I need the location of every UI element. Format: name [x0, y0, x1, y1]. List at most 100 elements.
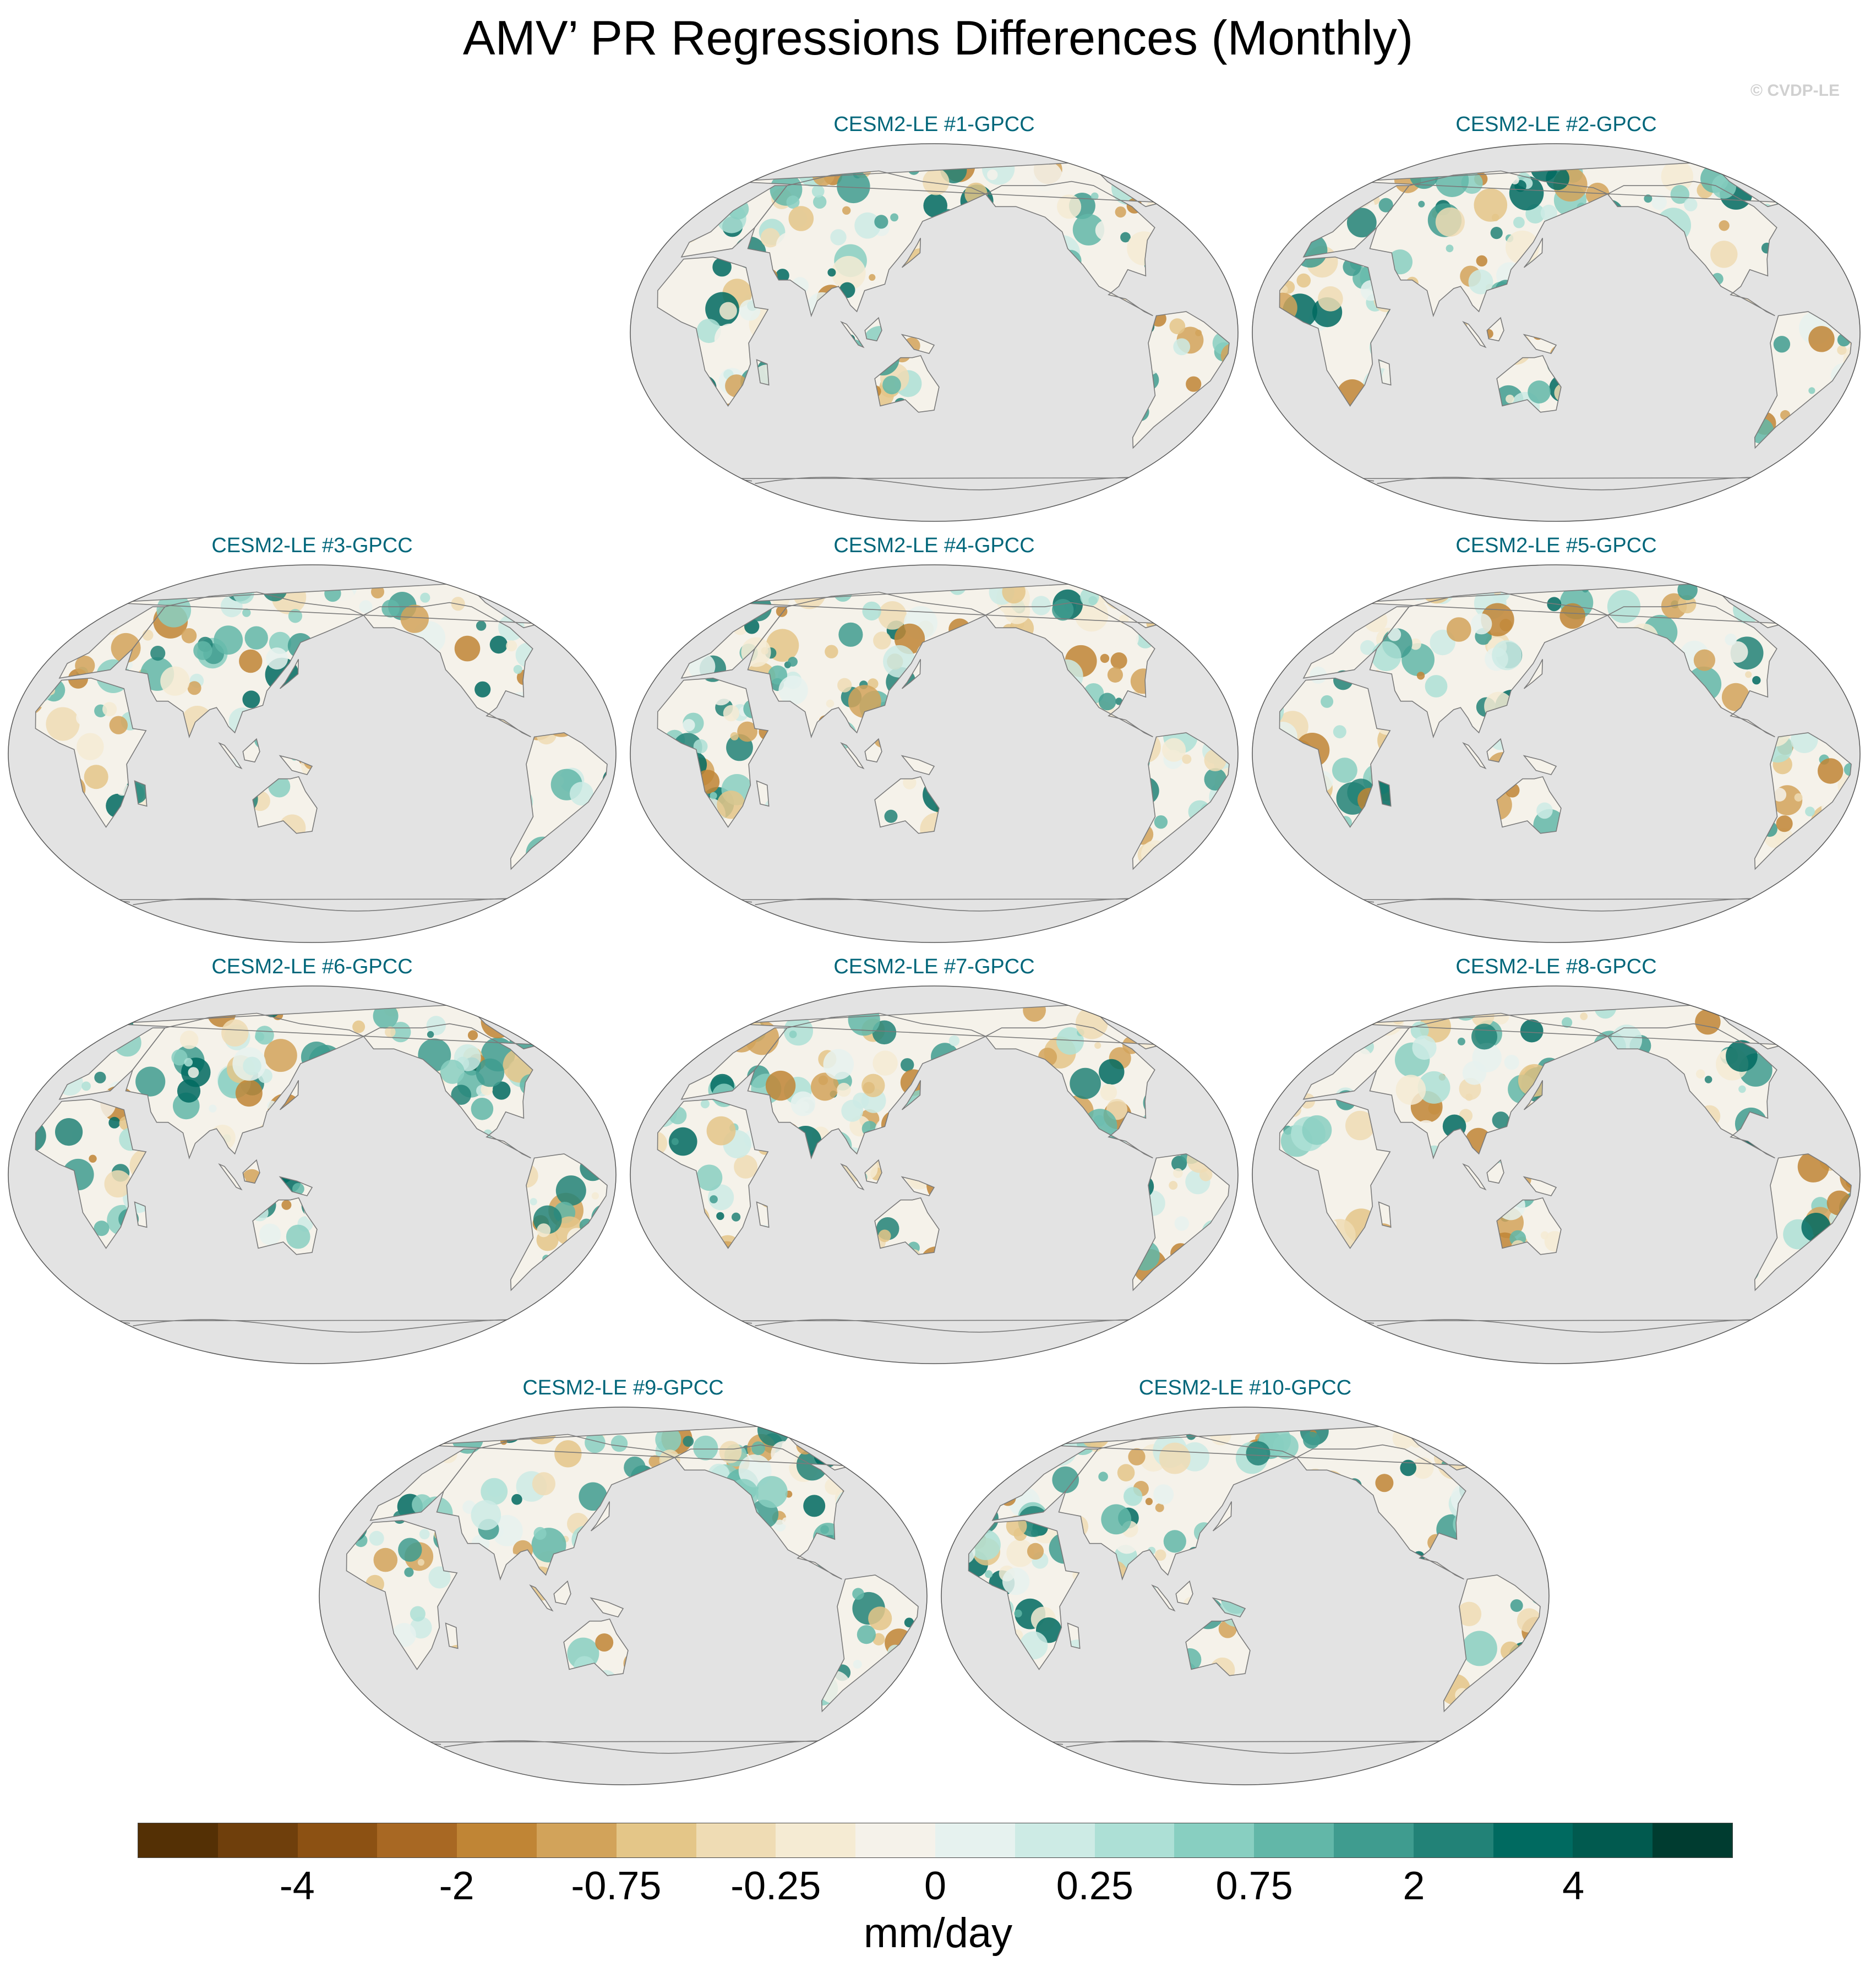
panel-title: CESM2-LE #9-GPCC [522, 1376, 724, 1399]
coastline [991, 1448, 1099, 1521]
map-border [8, 564, 617, 943]
coastline [1279, 1098, 1391, 1249]
coastline [874, 1197, 940, 1255]
copyright-watermark: © CVDP-LE [1750, 81, 1840, 100]
coastline [901, 334, 935, 355]
coastline [58, 606, 166, 679]
coastline [901, 659, 921, 689]
map-panel-6: CESM2-LE #6-GPCC [7, 955, 618, 1364]
world-map [630, 143, 1239, 522]
coastline [985, 181, 1155, 317]
colorbar-box [377, 1823, 457, 1857]
colorbar-box [855, 1823, 935, 1857]
antarctica-coastline [724, 1319, 1158, 1333]
antarctica-coastline [1346, 477, 1780, 491]
coastline [1462, 1163, 1487, 1191]
coastline [1486, 1159, 1504, 1184]
coastline [1523, 755, 1557, 776]
coastline [279, 659, 299, 689]
coastline [134, 780, 148, 807]
colorbar-box [1015, 1823, 1095, 1857]
coastline [1607, 1023, 1777, 1159]
coastline [1443, 1574, 1541, 1713]
coastline [1486, 317, 1504, 342]
coastline [1132, 1153, 1230, 1292]
coastline [369, 1448, 477, 1521]
coastline [1302, 1027, 1410, 1100]
map-border [630, 564, 1239, 943]
coastline [864, 317, 882, 342]
colorbar-box [1493, 1823, 1573, 1857]
colorbar-box [1333, 1823, 1414, 1857]
coastline [346, 1519, 458, 1670]
colorbar-tick-label: 2 [1403, 1864, 1425, 1908]
coastline [1067, 1622, 1081, 1649]
coastline [657, 1098, 769, 1249]
coastline [279, 755, 313, 776]
colorbar-box [138, 1823, 218, 1857]
colorbar-box [1174, 1823, 1255, 1857]
world-map [1252, 564, 1861, 943]
coastline [363, 602, 533, 738]
coastline [901, 1080, 921, 1110]
colorbar-tick-label: -4 [279, 1864, 315, 1908]
figure-title: AMV’ PR Regressions Differences (Monthly… [462, 10, 1414, 65]
world-map [630, 985, 1239, 1364]
coastline [1212, 1501, 1232, 1532]
map-border [1252, 143, 1861, 522]
map-panel-5: CESM2-LE #5-GPCC [1251, 534, 1862, 943]
panel-title: CESM2-LE #2-GPCC [1455, 113, 1657, 136]
coastline [1523, 659, 1543, 689]
panel-title: CESM2-LE #10-GPCC [1138, 1376, 1352, 1399]
coastline [1279, 256, 1391, 407]
coastline [363, 1023, 533, 1159]
colorbar-box [935, 1823, 1015, 1857]
antarctica-coastline [102, 1319, 536, 1333]
world-map [941, 1407, 1550, 1785]
coastline [1302, 606, 1410, 679]
colorbar-box [457, 1823, 537, 1857]
coastline [1486, 738, 1504, 763]
panel-title: CESM2-LE #6-GPCC [211, 955, 413, 978]
coastline [510, 732, 608, 870]
coastline [590, 1597, 624, 1618]
coastline [125, 591, 365, 739]
coastline [747, 1012, 987, 1160]
coastline [1607, 602, 1777, 738]
coastline [252, 776, 318, 834]
map-panel-7: CESM2-LE #7-GPCC [629, 955, 1240, 1364]
coastline [445, 1622, 459, 1649]
coastline [1754, 311, 1852, 449]
coastline [1754, 1153, 1852, 1292]
map-border [630, 143, 1239, 522]
map-panel-9: CESM2-LE #9-GPCC [318, 1376, 929, 1785]
coastline [563, 1618, 629, 1676]
coastline [1369, 591, 1609, 739]
world-map [319, 1407, 928, 1785]
coastline [1132, 311, 1230, 449]
coastline [1754, 732, 1852, 870]
antarctica-coastline [413, 1740, 847, 1754]
colorbar-tick-label: -2 [439, 1864, 475, 1908]
world-map [1252, 143, 1861, 522]
coastline [756, 359, 770, 386]
panel-title: CESM2-LE #7-GPCC [833, 955, 1035, 978]
coastline [590, 1501, 610, 1532]
coastline [968, 1519, 1080, 1670]
coastline [125, 1012, 365, 1160]
coastline [1523, 334, 1557, 355]
colorbar-tick-label: 0 [924, 1864, 947, 1908]
coastline [821, 1574, 919, 1713]
coastline [864, 1159, 882, 1184]
panel-title: CESM2-LE #4-GPCC [833, 534, 1035, 557]
map-border [630, 985, 1239, 1364]
colorbar-box [297, 1823, 378, 1857]
coastline [1132, 732, 1230, 870]
coastline [218, 1163, 243, 1191]
coastline [218, 742, 243, 770]
coastline [35, 677, 147, 828]
coastline [58, 1027, 166, 1100]
coastline [510, 1153, 608, 1292]
colorbar-box [1094, 1823, 1175, 1857]
panel-title: CESM2-LE #1-GPCC [833, 113, 1035, 136]
